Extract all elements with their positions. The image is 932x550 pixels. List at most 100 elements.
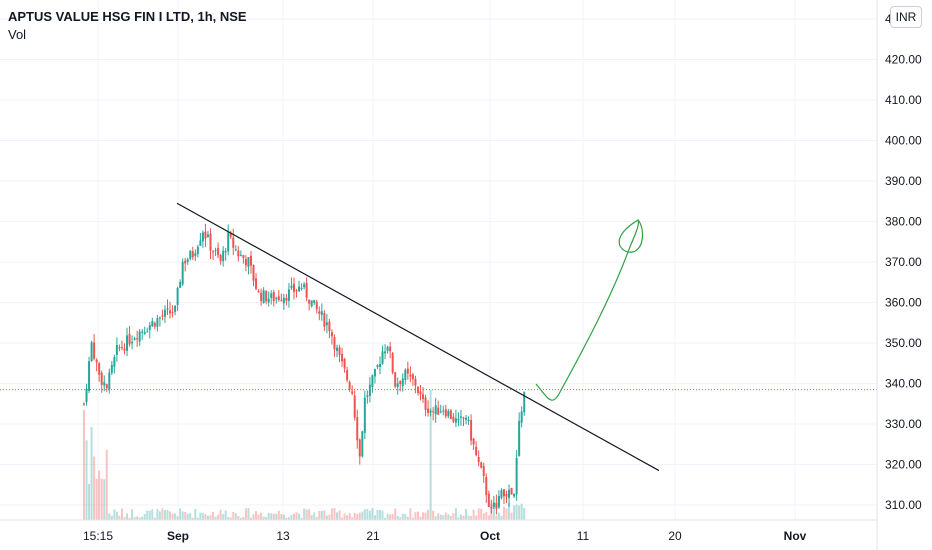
candle-body [379, 363, 382, 368]
volume-bar [502, 506, 505, 520]
volume-bar [136, 516, 139, 520]
volume-bar [275, 513, 278, 520]
candle-body [467, 419, 470, 421]
candle-body [366, 395, 369, 397]
candle-body [351, 391, 354, 394]
volume-bar [163, 510, 166, 520]
volume-bar [252, 514, 255, 520]
volume-bar [128, 517, 131, 520]
candle-body [500, 490, 503, 498]
candle-body [470, 420, 473, 441]
volume-bar [123, 517, 126, 520]
volume-bar [459, 514, 462, 520]
candle-body [179, 282, 182, 288]
volume-bar [158, 511, 161, 520]
volume-bar [143, 513, 146, 520]
volume-bar [368, 510, 371, 520]
volume-bar [194, 508, 197, 520]
chart-grid [0, 0, 877, 520]
candle-body [184, 260, 187, 264]
candle-body [120, 347, 123, 349]
volume-bar [100, 478, 103, 520]
volume-bar [432, 510, 435, 520]
time-axis: 15:15 Sep 13 21 Oct 11 20 Nov [83, 529, 807, 543]
candle-body [260, 292, 263, 301]
time-tick-label: Nov [784, 529, 807, 543]
volume-bar [227, 517, 230, 520]
candle-body [199, 240, 202, 246]
volume-bar [229, 517, 232, 520]
volume-bar [505, 508, 508, 520]
price-tick-label: 410.00 [885, 93, 922, 107]
symbol-title[interactable]: APTUS VALUE HSG FIN I LTD, 1h, NSE [8, 9, 247, 24]
time-tick-label: Oct [480, 529, 500, 543]
candle-body [434, 405, 437, 415]
candle-body [333, 337, 336, 350]
volume-bar [148, 510, 151, 520]
candle-body [217, 247, 220, 256]
volume-bar [189, 513, 192, 520]
volume-bar [204, 514, 207, 520]
volume-bar [336, 512, 338, 520]
volume-bar [191, 517, 194, 520]
volume-bar [487, 515, 490, 520]
volume-bar [224, 510, 227, 520]
volume-bar [110, 515, 113, 520]
volume-bar [98, 470, 101, 520]
candle-body [318, 311, 321, 314]
candle-body [285, 297, 288, 301]
time-tick-label: 21 [366, 529, 380, 543]
candle-body [492, 502, 495, 507]
candle-body [482, 466, 485, 476]
volume-bar [424, 512, 427, 520]
candle-body [108, 372, 111, 390]
volume-bar [437, 513, 440, 520]
volume-bar [131, 509, 134, 520]
candle-body [414, 378, 417, 386]
volume-bar [419, 516, 422, 520]
currency-button[interactable]: INR [890, 6, 922, 28]
candle-body [113, 357, 116, 367]
volume-indicator-label[interactable]: Vol [8, 27, 27, 42]
candle-body [348, 381, 351, 390]
candle-body [93, 342, 96, 359]
candle-body [189, 250, 192, 259]
candle-body [133, 338, 136, 341]
candle-body [394, 372, 397, 387]
volume-bar [348, 513, 351, 520]
volume-bar [174, 513, 177, 520]
volume-bar [184, 512, 187, 520]
volume-bar [447, 514, 450, 520]
volume-bar [472, 509, 475, 520]
volume-bar [239, 517, 242, 520]
candle-body [166, 308, 169, 310]
price-tick-label: 310.00 [885, 498, 922, 512]
candle-body [169, 310, 172, 314]
candle-body [336, 347, 338, 351]
candle-body [442, 410, 445, 412]
candle-body [310, 300, 313, 307]
candle-body [151, 320, 154, 327]
candle-body [472, 438, 475, 445]
candle-body [373, 369, 376, 377]
volume-bar [379, 509, 382, 520]
volume-bar [206, 515, 209, 520]
candle-body [141, 331, 144, 333]
candle-body [508, 489, 511, 498]
volume-bar [88, 483, 91, 520]
volume-bar [118, 515, 121, 520]
candle-body [287, 289, 290, 301]
volume-bar [237, 515, 240, 520]
candle-body [353, 395, 356, 418]
candle-body [138, 331, 141, 342]
candle-body [262, 290, 265, 303]
volume-bar [389, 514, 392, 520]
candle-body [480, 462, 483, 468]
candle-body [518, 420, 521, 456]
volume-bar [482, 513, 485, 520]
price-tick-label: 400.00 [885, 134, 922, 148]
volume-bar [391, 514, 394, 520]
volume-bar [497, 512, 500, 520]
